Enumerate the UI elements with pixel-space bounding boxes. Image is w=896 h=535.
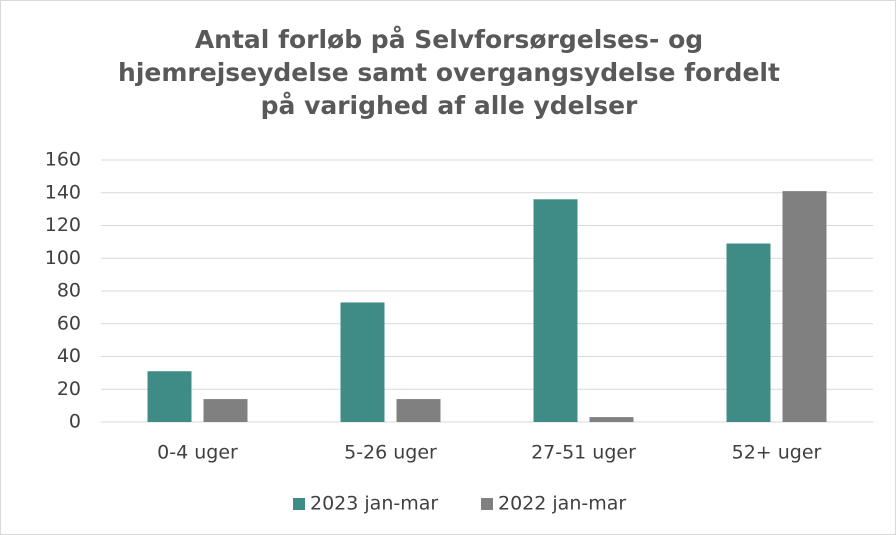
- y-tick-label: 40: [57, 345, 81, 367]
- legend-label: 2023 jan-mar: [310, 493, 438, 515]
- y-tick-label: 160: [45, 149, 81, 171]
- bar: [340, 302, 385, 422]
- y-tick-label: 120: [45, 214, 81, 236]
- chart-title: Antal forløb på Selvforsørgelses- og hje…: [118, 25, 780, 120]
- x-tick-label: 27-51 uger: [531, 442, 636, 464]
- bar: [203, 399, 248, 422]
- bar: [589, 417, 634, 422]
- y-tick-label: 80: [57, 280, 81, 302]
- bar: [396, 399, 441, 422]
- legend-label: 2022 jan-mar: [498, 493, 626, 515]
- y-tick-label: 60: [57, 312, 81, 334]
- y-tick-label: 20: [57, 378, 81, 400]
- legend-swatch: [293, 498, 305, 510]
- bar: [782, 191, 827, 422]
- bar: [147, 371, 192, 422]
- x-tick-label: 52+ uger: [732, 442, 822, 464]
- y-tick-label: 100: [45, 247, 81, 269]
- y-tick-label: 140: [45, 181, 81, 203]
- x-tick-label: 5-26 uger: [344, 442, 437, 464]
- bar: [533, 199, 578, 422]
- bar: [726, 243, 771, 422]
- y-tick-label: 0: [69, 411, 81, 433]
- x-tick-label: 0-4 uger: [157, 442, 238, 464]
- legend-swatch: [481, 498, 493, 510]
